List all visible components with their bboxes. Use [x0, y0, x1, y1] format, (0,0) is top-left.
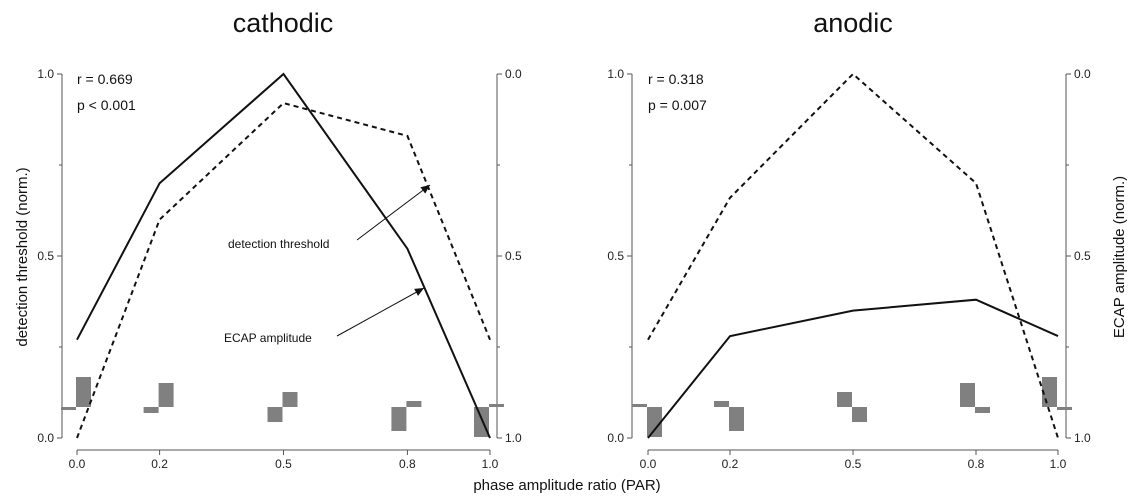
- waveform-phase: [61, 407, 76, 410]
- x-tick-label: 0.0: [69, 457, 86, 471]
- left-tick-label: 1.0: [37, 67, 54, 81]
- waveform-icon: [1042, 377, 1072, 410]
- waveform-phase: [391, 407, 407, 431]
- panel-anodic: anodic 0.0 0.5 1.0 0.0 0.5 1.0 0.0 0.2 0.5 0.8 1.0 r…: [607, 8, 1091, 471]
- waveform-icon: [391, 401, 422, 431]
- waveform-icon: [960, 383, 990, 413]
- waveform-phase: [632, 404, 647, 407]
- waveform-phase: [267, 407, 283, 422]
- annotation-arrows: detection threshold ECAP amplitude: [224, 184, 431, 345]
- series-line-ecap-amplitude: [647, 298, 1059, 439]
- x-tick-label: 0.5: [275, 457, 292, 471]
- waveform-phase: [960, 383, 975, 407]
- series-line-detection-threshold: [647, 72, 1059, 439]
- waveform-icon: [61, 377, 91, 410]
- series-line-detection-threshold: [76, 101, 491, 439]
- waveform-icon: [474, 404, 504, 437]
- waveform-phase: [1057, 407, 1072, 410]
- left-tick-label: 0.0: [37, 431, 54, 445]
- waveform-phase: [282, 392, 298, 407]
- x-tick-label: 0.2: [722, 457, 739, 471]
- waveform-phase: [837, 392, 852, 407]
- waveform-phase: [158, 383, 174, 407]
- series-line-ecap-amplitude: [76, 72, 491, 439]
- y-axis-label-left: detection threshold (norm.): [14, 167, 31, 346]
- right-tick-label: 0.5: [1074, 249, 1091, 263]
- annotation-ecap-amplitude: ECAP amplitude: [224, 331, 312, 345]
- arrow-ecap-amplitude: [336, 287, 425, 337]
- waveform-icon: [143, 383, 174, 413]
- x-axis-label: phase amplitude ratio (PAR): [473, 477, 660, 494]
- stat-p: p < 0.001: [77, 97, 136, 113]
- right-tick-label: 0.5: [505, 249, 522, 263]
- panel-cathodic: cathodic 0.0 0.5 1.0 0.0 0.5 1.0 0.0 0.2 0.5 0.8 1.…: [37, 8, 522, 471]
- left-tick-label: 0.5: [37, 249, 54, 263]
- waveform-phase: [647, 407, 662, 437]
- waveform-phase: [852, 407, 867, 422]
- annotation-detection-threshold: detection threshold: [228, 237, 329, 251]
- arrow-ecap-amplitude-head: [414, 288, 424, 296]
- right-tick-label: 0.0: [1074, 67, 1091, 81]
- waveform-phase: [406, 401, 422, 407]
- x-tick-label: 0.8: [968, 457, 985, 471]
- waveform-phase: [76, 377, 91, 407]
- x-tick-label: 1.0: [1050, 457, 1067, 471]
- left-tick-label: 0.0: [607, 431, 624, 445]
- chart-title: cathodic: [233, 8, 334, 38]
- waveform-phase: [489, 404, 504, 407]
- waveform-icon: [714, 401, 744, 431]
- x-tick-label: 0.5: [845, 457, 862, 471]
- waveform-phase: [1042, 377, 1057, 407]
- waveform-phase: [729, 407, 744, 431]
- arrow-detection-threshold-head: [420, 185, 430, 194]
- right-tick-label: 1.0: [1074, 431, 1091, 445]
- chart-title: anodic: [813, 8, 893, 38]
- right-tick-label: 0.0: [505, 67, 522, 81]
- left-tick-label: 0.5: [607, 249, 624, 263]
- x-tick-label: 1.0: [482, 457, 499, 471]
- x-tick-label: 0.2: [151, 457, 168, 471]
- waveform-icon: [267, 392, 298, 422]
- waveform-phase: [975, 407, 990, 413]
- waveform-phase: [714, 401, 729, 407]
- waveform-icon: [837, 392, 867, 422]
- right-tick-label: 1.0: [505, 431, 522, 445]
- x-tick-label: 0.0: [640, 457, 657, 471]
- stat-p: p = 0.007: [648, 97, 707, 113]
- y-axis-label-right: ECAP amplitude (norm.): [1111, 176, 1128, 338]
- arrow-detection-threshold: [356, 184, 431, 241]
- waveform-icon: [632, 404, 662, 437]
- stat-r: r = 0.669: [77, 71, 133, 87]
- stat-r: r = 0.318: [648, 71, 704, 87]
- left-tick-label: 1.0: [607, 67, 624, 81]
- waveform-phase: [143, 407, 159, 413]
- x-tick-label: 0.8: [399, 457, 416, 471]
